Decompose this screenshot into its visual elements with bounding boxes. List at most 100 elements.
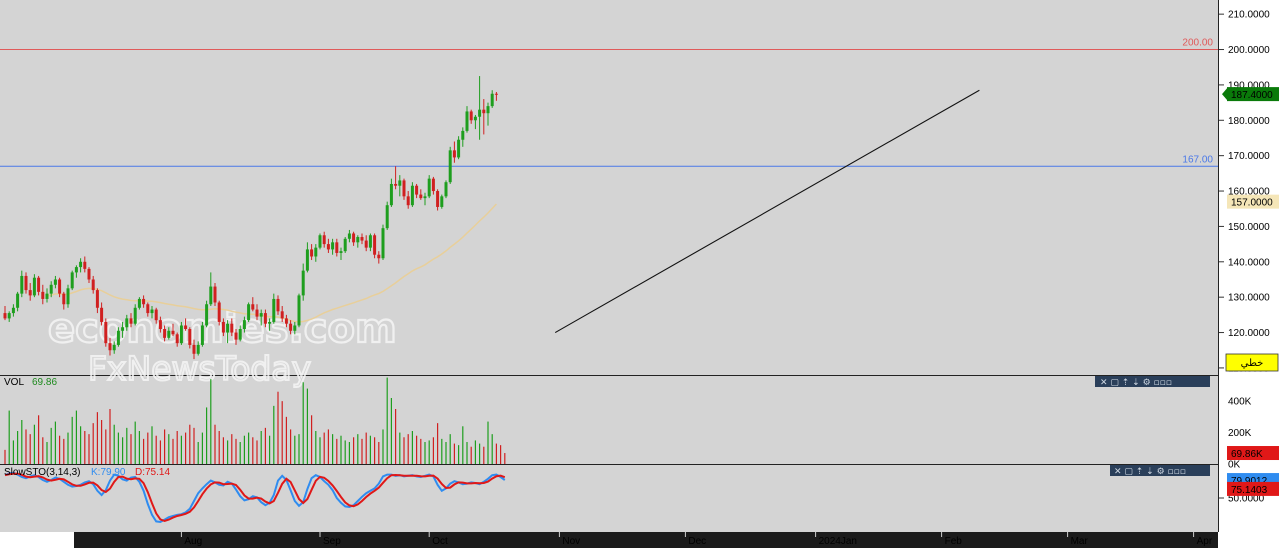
candle (163, 325, 167, 342)
candle (335, 238, 339, 257)
candle (137, 297, 141, 310)
svg-text:187.4000: 187.4000 (1231, 90, 1273, 101)
time-tick-label: Feb (945, 536, 963, 547)
candle (7, 311, 11, 322)
horizontal-line-label: 167.00 (1182, 154, 1213, 165)
price-tick-label: 120.0000 (1228, 328, 1270, 339)
time-tick-label: Oct (432, 536, 448, 547)
volume-tick-label: 0K (1228, 460, 1241, 471)
candle (423, 192, 427, 206)
candle (11, 304, 15, 317)
candle (415, 183, 419, 199)
volume-last-badge: 69.86K (1227, 446, 1279, 461)
stoch-d-line (4, 472, 506, 523)
candle (238, 325, 242, 342)
candle (45, 288, 49, 303)
price-tick-label: 200.0000 (1228, 45, 1270, 56)
candle (280, 306, 284, 322)
candle (419, 189, 423, 200)
candle (457, 136, 461, 160)
candle (343, 237, 347, 253)
candle (356, 235, 360, 248)
candle (87, 267, 91, 284)
horizontal-line-label: 200.00 (1182, 38, 1213, 49)
ma-value-badge: 157.0000 (1227, 194, 1279, 209)
price-tick-label: 140.0000 (1228, 257, 1270, 268)
candle (49, 281, 53, 298)
volume-pane-title: VOL (4, 377, 24, 388)
candle (112, 341, 116, 354)
candle (352, 231, 356, 246)
candle (444, 180, 448, 199)
candle (490, 90, 494, 108)
candle (368, 233, 372, 252)
candle (402, 178, 406, 200)
candle (226, 320, 230, 344)
candle (272, 293, 276, 324)
candle (104, 318, 108, 347)
candle (100, 302, 104, 326)
candle (251, 297, 255, 312)
stoch-d-label: D:75.14 (135, 467, 170, 478)
candle (242, 316, 246, 333)
candle (326, 238, 330, 253)
candle (205, 300, 209, 328)
candle (91, 275, 95, 294)
candle (200, 321, 204, 347)
moving-average-line (46, 203, 497, 323)
svg-text:157.0000: 157.0000 (1231, 198, 1273, 209)
svg-text:79.9012: 79.9012 (1231, 476, 1268, 487)
candle (478, 76, 482, 140)
time-tick-label: Sep (323, 536, 341, 547)
candle (364, 235, 368, 252)
time-tick-label: Apr (1197, 536, 1213, 547)
volume-value-label: 69.86 (32, 377, 57, 388)
price-tick-label: 160.0000 (1228, 187, 1270, 198)
candle (255, 304, 259, 321)
candle (192, 339, 196, 360)
candle (293, 321, 297, 335)
candle (301, 263, 305, 301)
svg-text:69.86K: 69.86K (1231, 449, 1263, 460)
price-tick-label: 210.0000 (1228, 10, 1270, 21)
svg-text:FxNewsToday: FxNewsToday (88, 349, 311, 388)
candle (3, 306, 7, 321)
stoch-k-label: K:79.90 (91, 467, 126, 478)
svg-text:75.1403: 75.1403 (1231, 485, 1268, 496)
svg-text:خطي: خطي (1241, 358, 1264, 369)
candle (28, 283, 32, 301)
candle (37, 275, 41, 296)
last-price-badge: 187.4000 (1222, 87, 1279, 102)
candle (209, 272, 213, 307)
trendline[interactable] (554, 89, 980, 334)
candle (247, 302, 251, 322)
candle (171, 323, 175, 337)
candle (58, 277, 62, 298)
candle (154, 307, 158, 324)
volume-pane-toolbar[interactable]: ✕ ▢ ⇡ ⇣ ⚙ ▫▫▫ (1095, 376, 1210, 388)
candle (133, 304, 137, 326)
chart-style-badge[interactable]: خطي (1225, 353, 1279, 372)
candle (217, 300, 221, 326)
candle (259, 309, 263, 326)
candle (213, 283, 217, 307)
time-tick-label: 2024Jan (819, 536, 857, 547)
candle (196, 341, 200, 356)
candle (53, 275, 57, 289)
candle (406, 191, 410, 209)
candle (431, 176, 435, 195)
candle (179, 321, 183, 345)
candle (70, 270, 74, 291)
stoch-d-badge: 75.1403 (1227, 481, 1279, 496)
candle (32, 274, 36, 298)
candle (297, 293, 301, 328)
candle (494, 91, 498, 101)
stoch-pane-toolbar[interactable]: ✕ ▢ ⇡ ⇣ ⚙ ▫▫▫ (1110, 465, 1210, 477)
price-tick-label: 130.0000 (1228, 293, 1270, 304)
volume-tick-label: 400K (1228, 397, 1252, 408)
candle (62, 291, 66, 310)
candle (74, 265, 78, 278)
time-tick-label: Dec (688, 536, 706, 547)
price-tick-label: 150.0000 (1228, 222, 1270, 233)
candle (461, 127, 465, 147)
